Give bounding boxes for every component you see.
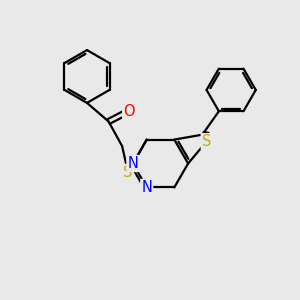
Text: N: N [141,180,152,195]
Text: S: S [123,165,133,180]
Text: N: N [128,156,138,171]
Text: O: O [123,103,135,118]
Text: S: S [202,134,211,149]
